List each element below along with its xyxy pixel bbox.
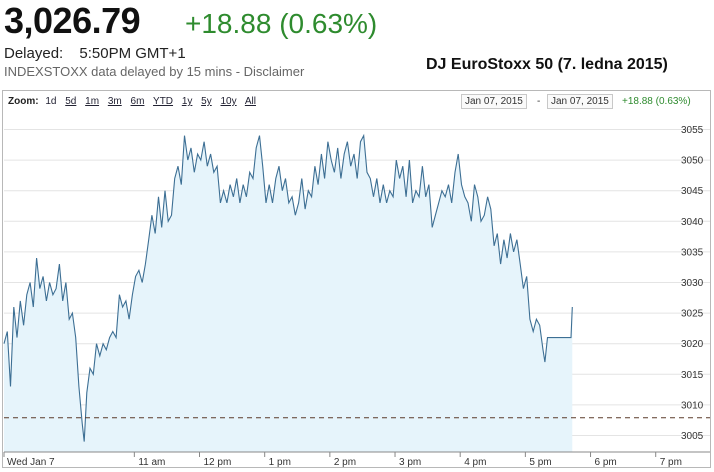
index-price: 3,026.79 [4,0,141,41]
y-tick-label: 3040 [681,217,704,228]
y-tick-label: 3010 [681,400,704,411]
zoom-option-5y[interactable]: 5y [201,96,212,107]
x-tick-label: 1 pm [269,457,291,468]
delayed-label: Delayed: [4,45,64,62]
x-tick-label: 2 pm [334,457,356,468]
price-series-line [3,133,573,442]
x-tick-label: 7 pm [660,457,682,468]
x-tick-label: 3 pm [399,457,421,468]
y-tick-label: 3030 [681,278,704,289]
y-tick-label: 3005 [681,431,704,442]
zoom-option-ytd[interactable]: YTD [153,96,174,107]
zoom-option-6m[interactable]: 6m [130,96,145,107]
range-change: +18.88 (0.63%) [622,96,691,107]
delayed-info: Delayed: 5:50PM GMT+1 [4,45,186,62]
date-to-field[interactable]: Jan 07, 2015 [547,94,613,109]
x-tick-label: 5 pm [529,457,551,468]
zoom-bar: Zoom: 1d 5d 1m 3m 6m YTD 1y 5y 10y All [8,96,262,107]
zoom-option-1d[interactable]: 1d [45,96,57,107]
y-tick-label: 3055 [681,125,704,136]
x-tick-label: Wed Jan 7 [7,457,55,468]
chart-frame [2,90,711,468]
y-tick-label: 3025 [681,309,704,320]
y-tick-label: 3045 [681,186,704,197]
zoom-option-all[interactable]: All [244,96,256,107]
zoom-option-1y[interactable]: 1y [181,96,193,107]
y-tick-label: 3035 [681,247,704,258]
source-note[interactable]: INDEXSTOXX data delayed by 15 mins - Dis… [4,64,305,79]
zoom-option-5d[interactable]: 5d [65,96,77,107]
zoom-option-10y[interactable]: 10y [220,96,237,107]
date-from-field[interactable]: Jan 07, 2015 [461,94,527,109]
date-range-separator: - [537,96,541,107]
y-tick-label: 3015 [681,370,704,381]
x-tick-label: 12 pm [204,457,232,468]
chart-title: DJ EuroStoxx 50 (7. ledna 2015) [426,56,668,73]
zoom-option-3m[interactable]: 3m [107,96,122,107]
y-tick-label: 3020 [681,339,704,350]
delayed-time: 5:50PM GMT+1 [79,45,186,62]
price-area-fill [4,135,573,452]
x-tick-label: 6 pm [595,457,617,468]
x-tick-label: 4 pm [464,457,486,468]
zoom-option-1m[interactable]: 1m [85,96,100,107]
y-tick-label: 3050 [681,156,704,167]
zoom-label: Zoom: [8,96,39,107]
price-change: +18.88 (0.63%) [185,8,378,39]
x-tick-label: 11 am [138,457,165,468]
